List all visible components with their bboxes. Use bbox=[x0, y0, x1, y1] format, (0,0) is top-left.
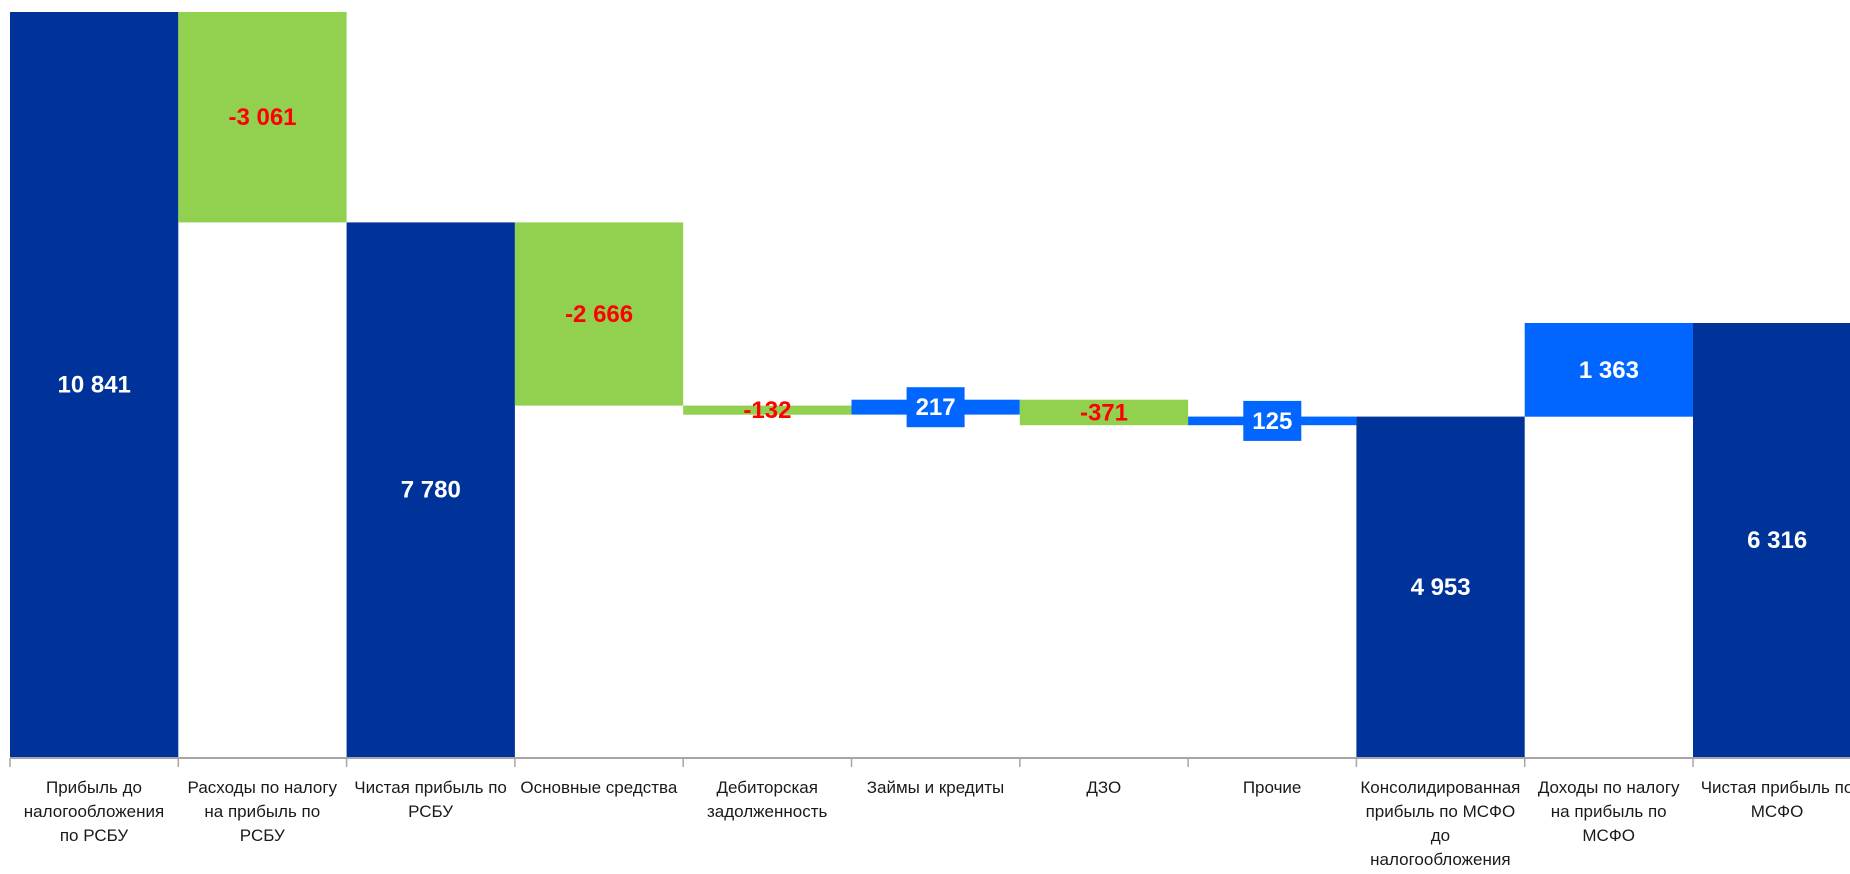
value-label-box-8 bbox=[1243, 400, 1302, 441]
category-label-line: Консолидированная bbox=[1360, 778, 1521, 797]
category-label-line: Чистая прибыль по bbox=[354, 778, 507, 797]
category-label-1: Прибыль до налогообложения по РСБУ bbox=[10, 776, 178, 848]
category-label-5: Дебиторская задолженность bbox=[683, 776, 851, 824]
value-label-box-6 bbox=[906, 387, 965, 428]
value-label-8: 125 bbox=[1252, 408, 1292, 435]
category-label-9: Консолидированная прибыль по МСФО до налого… bbox=[1356, 776, 1524, 872]
value-label-7: -371 bbox=[1080, 400, 1128, 427]
category-label-line: налогообложения bbox=[1370, 850, 1511, 869]
category-label-line: до bbox=[1430, 826, 1451, 845]
category-label-2: Расходы по налогу на прибыль по РСБУ bbox=[178, 776, 346, 848]
category-label-line: Займы и кредиты bbox=[866, 778, 1005, 797]
category-label-line: на прибыль по bbox=[1550, 802, 1667, 821]
category-label-line: РСБУ bbox=[239, 826, 285, 845]
category-label-8: Прочие bbox=[1188, 776, 1356, 800]
value-label-2: -3 061 bbox=[228, 104, 296, 131]
category-label-line: Прибыль до bbox=[46, 778, 142, 797]
bar-9 bbox=[1356, 416, 1525, 757]
category-label-11: Чистая прибыль по МСФО bbox=[1693, 776, 1850, 824]
bar-11 bbox=[1693, 323, 1850, 757]
value-label-5: -132 bbox=[743, 397, 791, 424]
category-label-6: Займы и кредиты bbox=[852, 776, 1020, 800]
category-label-3: Чистая прибыль по РСБУ bbox=[347, 776, 515, 824]
category-label-line: РСБУ bbox=[408, 802, 454, 821]
category-label-line: МСФО bbox=[1750, 802, 1804, 821]
category-label-line: Прочие bbox=[1242, 778, 1302, 797]
category-label-4: Основные средства bbox=[515, 776, 683, 800]
category-label-line: налогообложения bbox=[23, 802, 165, 821]
value-label-10: 1 363 bbox=[1579, 357, 1639, 384]
value-label-3: 7 780 bbox=[401, 477, 461, 504]
bar-10 bbox=[1524, 323, 1693, 417]
bar-7 bbox=[1019, 399, 1189, 426]
category-label-line: задолженность bbox=[707, 802, 828, 821]
category-label-line: Дебиторская bbox=[716, 778, 818, 797]
category-label-line: на прибыль по bbox=[204, 802, 321, 821]
category-label-line: Расходы по налогу bbox=[187, 778, 338, 797]
category-label-line: Доходы по налогу bbox=[1537, 778, 1680, 797]
value-labels-group: 10 841 -3 061 7 780 -2 666 -132 217 -371 125 4 9… bbox=[57, 104, 1807, 601]
value-label-9: 4 953 bbox=[1411, 574, 1471, 601]
category-label-line: прибыль по МСФО bbox=[1365, 802, 1516, 821]
bar-4 bbox=[514, 222, 684, 406]
bar-5 bbox=[683, 405, 852, 415]
category-label-7: ДЗО bbox=[1020, 776, 1188, 800]
category-label-10: Доходы по налогу на прибыль по МСФО bbox=[1525, 776, 1693, 848]
category-label-line: по РСБУ bbox=[59, 826, 129, 845]
category-label-line: Чистая прибыль по bbox=[1700, 778, 1850, 797]
value-label-6: 217 bbox=[916, 394, 956, 421]
bar-2 bbox=[178, 12, 347, 223]
value-label-4: -2 666 bbox=[565, 301, 633, 328]
bar-3 bbox=[346, 222, 515, 757]
x-axis bbox=[9, 757, 1850, 767]
category-label-line: ДЗО bbox=[1086, 778, 1122, 797]
value-label-1: 10 841 bbox=[57, 372, 130, 399]
category-label-line: МСФО bbox=[1582, 826, 1635, 845]
category-label-line: Основные средства bbox=[520, 778, 678, 797]
bar-1 bbox=[10, 12, 179, 757]
value-label-11: 6 316 bbox=[1747, 527, 1807, 554]
